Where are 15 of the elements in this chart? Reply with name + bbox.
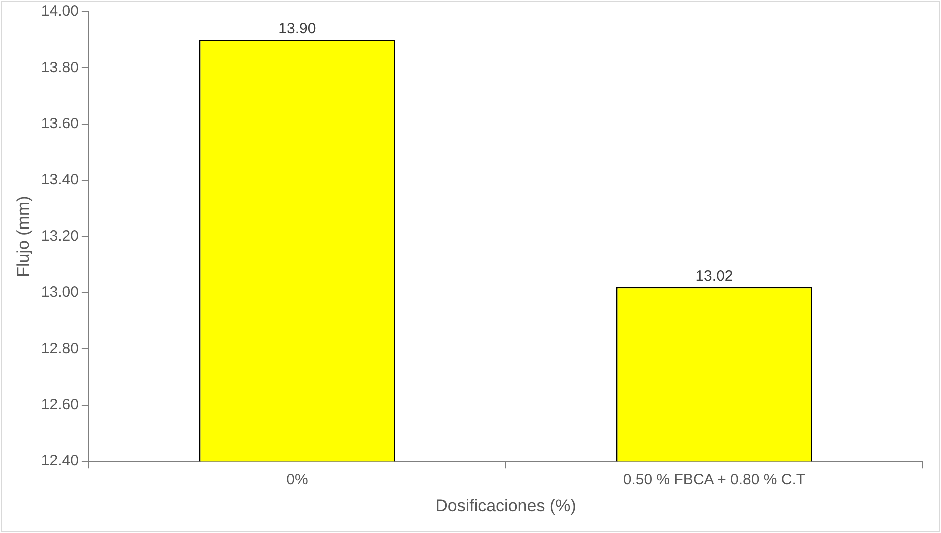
- data-label: 13.90: [278, 20, 316, 38]
- y-tick-label: 13.20: [41, 228, 79, 245]
- y-tick-label: 12.40: [41, 452, 79, 470]
- x-tick-label: 0.50 % FBCA + 0.80 % C.T: [623, 472, 806, 489]
- x-tick-label: 0%: [286, 472, 308, 489]
- y-tick-label: 13.40: [41, 172, 79, 189]
- y-tick-label: 13.60: [41, 116, 79, 133]
- y-tick-label: 12.60: [41, 396, 79, 414]
- y-tick-label: 13.80: [41, 59, 79, 76]
- y-axis-title: Flujo (mm): [14, 196, 33, 278]
- x-axis-title: Dosificaciones (%): [436, 496, 576, 516]
- y-tick-label: 12.80: [41, 340, 79, 358]
- y-tick-label: 14.00: [41, 3, 79, 20]
- y-tick-label: 13.00: [41, 284, 79, 302]
- data-label: 13.02: [696, 268, 734, 286]
